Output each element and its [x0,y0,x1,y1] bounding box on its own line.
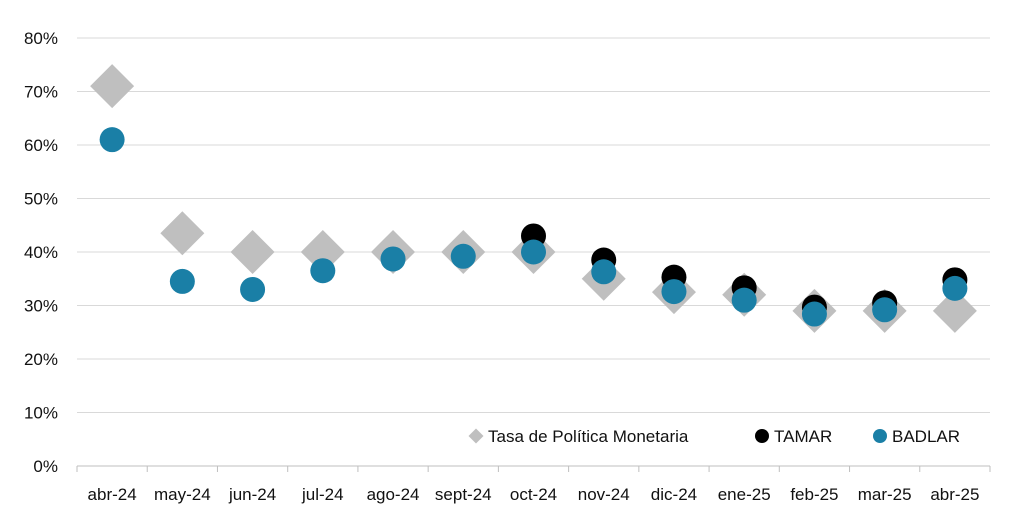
y-tick-label: 10% [24,404,58,423]
x-tick-label: ago-24 [367,485,420,504]
y-tick-label: 0% [33,457,58,476]
badlar-point [310,258,336,284]
legend-item-tamar: TAMAR [755,427,832,446]
tasa-de-pol-tica-monetaria-point [160,211,205,256]
badlar-point [240,276,266,302]
x-tick-label: mar-25 [858,485,912,504]
legend: Tasa de Política Monetaria TAMAR BADLAR [468,427,960,446]
badlar-point [99,127,125,153]
y-tick-label: 70% [24,83,58,102]
y-axis-tick-labels: 0% 10% 20% 30% 40% 50% 60% 70% 80% [24,29,58,476]
series-badlar [99,127,968,327]
y-tick-label: 40% [24,243,58,262]
legend-marker-badlar [873,429,887,443]
x-tick-label: may-24 [154,485,211,504]
badlar-point [942,275,968,301]
x-tick-label: nov-24 [578,485,630,504]
tasa-de-pol-tica-monetaria-point [90,64,135,109]
badlar-point [380,246,406,272]
x-tick-label: abr-25 [930,485,979,504]
y-tick-label: 30% [24,297,58,316]
y-tick-label: 50% [24,190,58,209]
y-tick-label: 60% [24,136,58,155]
badlar-point [801,301,827,327]
x-tick-label: abr-24 [88,485,137,504]
y-tick-label: 80% [24,29,58,48]
tasa-de-pol-tica-monetaria-point [300,230,345,274]
legend-item-tasa-de-pol-tica-monetaria: Tasa de Política Monetaria [468,427,689,446]
badlar-point [731,287,757,313]
x-tick-label: sept-24 [435,485,492,504]
legend-marker-tamar [755,429,769,443]
x-tick-label: dic-24 [651,485,697,504]
tasa-de-pol-tica-monetaria-point [230,230,275,274]
badlar-point [450,243,476,269]
x-axis [76,465,991,472]
x-tick-label: ene-25 [718,485,771,504]
legend-label-badlar: BADLAR [892,427,960,446]
badlar-point [591,259,617,285]
badlar-point [521,239,546,265]
x-tick-label: oct-24 [510,485,557,504]
x-axis-tick-labels: abr-24 may-24 jun-24 jul-24 ago-24 sept-24 oct… [88,485,980,504]
badlar-point [169,268,195,294]
tasa-de-pol-tica-monetaria-point [932,288,977,333]
gridlines [77,37,990,413]
legend-marker-tasa-de-pol-tica-monetaria [468,428,484,444]
legend-label-tasa-de-pol-tica-monetaria: Tasa de Política Monetaria [488,427,689,446]
badlar-point [872,297,898,323]
x-tick-label: jun-24 [228,485,276,504]
data-marks [90,64,977,333]
legend-item-badlar: BADLAR [873,427,960,446]
legend-label-tamar: TAMAR [774,427,832,446]
x-tick-label: feb-25 [790,485,838,504]
x-tick-label: jul-24 [301,485,344,504]
y-tick-label: 20% [24,350,58,369]
badlar-point [661,279,687,305]
